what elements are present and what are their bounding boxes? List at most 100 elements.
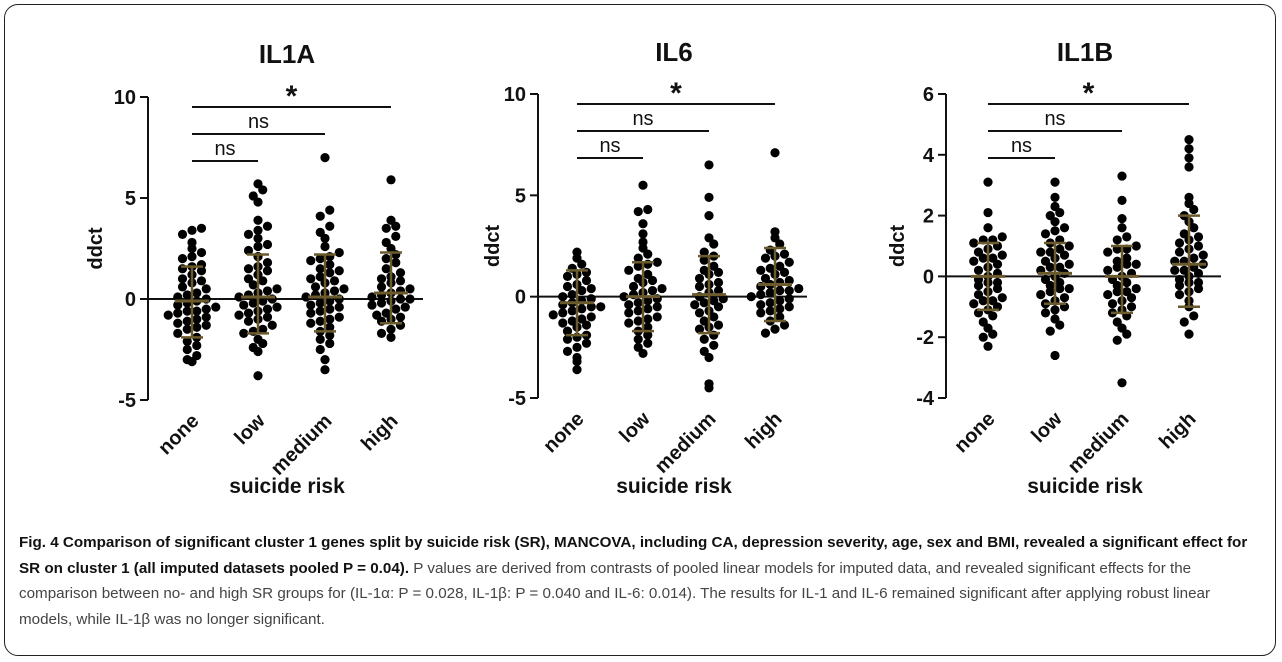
x-axis-label: suicide risk (229, 475, 345, 498)
data-point (395, 294, 406, 304)
data-point (1122, 277, 1132, 288)
data-point (1126, 293, 1137, 303)
data-point (643, 322, 653, 332)
data-point (562, 271, 573, 281)
data-point (315, 344, 325, 355)
data-point (253, 215, 263, 225)
caption-body: P values are derived from contrasts of p… (19, 559, 1211, 628)
data-point (381, 223, 391, 233)
data-point (638, 348, 648, 359)
data-point (243, 245, 254, 256)
data-point (1050, 226, 1060, 236)
data-point (258, 338, 268, 349)
error-bar-medium (692, 254, 726, 335)
significance-label: ns (632, 108, 653, 130)
data-point (784, 285, 794, 296)
data-point (320, 153, 330, 163)
data-point (239, 328, 249, 338)
data-point (784, 257, 794, 267)
data-point (713, 277, 724, 288)
data-point (633, 261, 643, 271)
data-point (1174, 290, 1185, 300)
chart-title: IL1B (1057, 37, 1113, 67)
data-point (1174, 280, 1185, 291)
data-point (1112, 287, 1122, 297)
data-point (1117, 214, 1127, 224)
data-point (558, 292, 568, 302)
data-point (1064, 259, 1074, 269)
data-point (320, 365, 330, 375)
data-point (339, 284, 349, 294)
data-point (1170, 265, 1180, 275)
data-point (633, 298, 643, 308)
y-tick-label: 0 (515, 287, 526, 309)
data-point (243, 229, 254, 239)
data-point (177, 274, 188, 284)
data-point (211, 302, 221, 312)
data-point (248, 280, 258, 290)
data-point (1117, 171, 1127, 181)
data-point (765, 298, 775, 308)
data-point (586, 302, 596, 312)
data-point (619, 292, 629, 302)
data-point (315, 334, 325, 344)
data-point (562, 334, 573, 344)
data-point (177, 254, 188, 264)
data-point (1040, 229, 1051, 239)
data-point (1064, 283, 1074, 294)
data-point (643, 338, 653, 348)
data-point (201, 284, 211, 294)
data-point (1050, 192, 1060, 202)
data-point (1045, 262, 1055, 272)
data-point (638, 219, 648, 229)
data-point (775, 312, 785, 322)
data-point (973, 265, 984, 275)
data-point (253, 346, 263, 357)
data-point (633, 206, 643, 217)
data-point (376, 274, 387, 284)
data-point (173, 300, 183, 310)
data-point (306, 318, 316, 328)
data-point (315, 306, 325, 316)
data-point (657, 283, 667, 294)
x-tick-label: high (1155, 408, 1200, 453)
data-point (572, 365, 582, 375)
data-point (775, 239, 785, 249)
data-point (1174, 247, 1185, 257)
data-point (173, 308, 183, 318)
data-point (586, 294, 596, 304)
data-point (709, 239, 719, 249)
data-point (262, 286, 273, 296)
data-point (253, 233, 263, 243)
data-point (325, 205, 335, 215)
y-axis-label: ddct (887, 225, 909, 268)
data-point (581, 320, 592, 330)
data-point (775, 304, 785, 314)
x-tick-label: high (357, 410, 402, 455)
data-point (306, 300, 316, 310)
data-point (1050, 350, 1060, 361)
x-tick-label: medium (267, 410, 337, 480)
x-tick-label: high (741, 408, 786, 453)
data-point (1189, 204, 1199, 215)
data-point (1184, 144, 1194, 154)
y-tick-label: 2 (923, 206, 934, 228)
data-point (643, 296, 653, 306)
data-point (1055, 207, 1065, 218)
y-tick-label: 0 (125, 289, 136, 311)
data-point (1189, 223, 1199, 233)
data-point (381, 254, 391, 264)
data-point (262, 258, 273, 268)
data-point (192, 314, 202, 324)
data-point (1045, 326, 1055, 336)
error-bar-medium (308, 253, 342, 333)
data-point (182, 306, 192, 316)
data-point (1055, 283, 1065, 294)
data-point (992, 283, 1003, 294)
data-point (577, 259, 587, 269)
data-point (182, 316, 192, 326)
data-point (558, 318, 568, 328)
data-point (334, 302, 344, 312)
data-point (779, 267, 790, 277)
chart-title: IL6 (655, 37, 693, 67)
